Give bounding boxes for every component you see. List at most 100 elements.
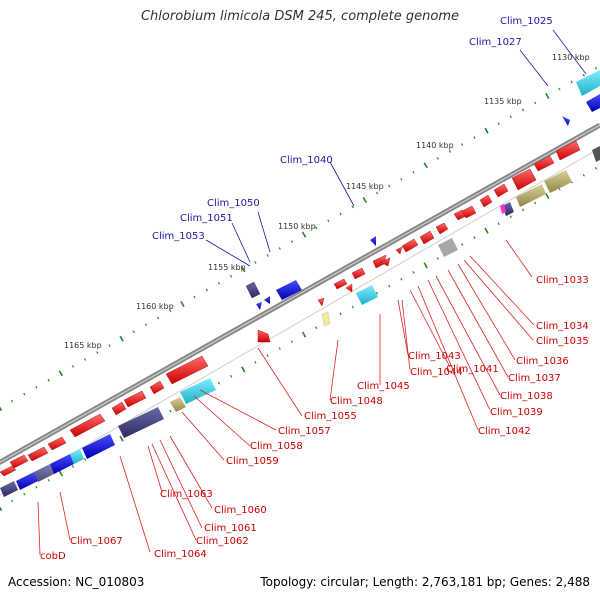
gene-label: Clim_1044 [410,367,463,378]
scale-tick [315,226,318,230]
scale-tick [58,370,63,377]
tick-label: 1145 kbp [346,182,384,191]
scale-tick [351,305,354,309]
gene-label: Clim_1067 [70,536,123,547]
scale-tick [47,478,50,482]
gene-label: Clim_1035 [536,336,589,347]
gene-label: Clim_1039 [490,407,543,418]
scale-tick [400,277,403,281]
scale-tick [484,127,489,134]
scale-tick [35,485,38,489]
scale-ring-dots [0,66,598,412]
genome-summary: Topology: circular; Length: 2,763,181 bp… [260,575,590,589]
reverse-leaders [37,239,535,556]
scale-tick [545,93,550,100]
scale-tick [534,101,537,105]
scale-tick [241,266,246,273]
scale-tick [229,374,233,378]
scale-tick [0,506,3,512]
scale-tick [169,409,172,413]
gene-label: Clim_1058 [250,441,303,452]
gene-label: Clim_1059 [226,456,279,467]
scale-tick [229,274,233,278]
gene-label: cobD [40,551,66,562]
scale-tick [461,143,464,146]
tick-labels: 1130 kbp 1135 kbp 1140 kbp 1145 kbp 1150… [64,53,590,350]
scale-tick [119,435,124,442]
scale-tick [339,212,342,216]
scale-tick [497,122,500,126]
forward-strand-features [245,70,600,310]
scale-tick [47,378,50,382]
scale-tick [484,227,489,234]
scale-tick [254,361,257,364]
gene-label: Clim_1055 [304,411,357,422]
scale-tick [436,157,439,160]
scale-tick [23,392,26,396]
tick-label: 1155 kbp [208,263,246,272]
scale-tick [278,347,281,350]
scale-tick [594,66,598,70]
scale-tick [582,173,585,177]
scale-tick [509,215,512,219]
scale-tick [388,184,391,188]
gene-label: Clim_1034 [536,321,589,332]
scale-tick [423,162,428,169]
scale-tick [217,381,221,385]
gene-label: Clim_1025 [500,16,553,27]
scale-tick [473,236,476,239]
scale-tick [290,240,294,243]
scale-tick [534,201,537,205]
scale-tick [241,366,246,373]
scale-tick [545,193,550,200]
scale-tick [84,358,87,361]
scale-tick [0,406,3,412]
gene-label: Clim_1037 [508,373,561,384]
scale-tick [84,458,87,461]
gene-label: Clim_1045 [357,381,410,392]
scale-tick [108,344,111,347]
scale-tick [594,166,598,170]
scale-tick [375,291,379,295]
tick-label: 1150 kbp [278,222,316,231]
forward-gene-labels: Clim_1025 Clim_1027 Clim_1040 Clim_1050 … [152,16,553,242]
gene-label: Clim_1048 [330,396,383,407]
scale-tick [169,309,172,313]
scale-tick [521,208,525,212]
scale-tick [11,499,14,503]
tick-label: 1130 kbp [552,53,590,62]
scale-tick [180,301,185,308]
scale-tick [570,80,573,84]
scale-tick [473,136,476,139]
scale-tick [301,231,307,238]
gene-label: Clim_1051 [180,213,233,224]
scale-tick [448,150,452,153]
map-title: Chlorobium limicola DSM 245, complete ge… [140,9,460,24]
tick-label: 1140 kbp [416,141,454,150]
scale-tick [388,284,391,288]
gene-label: Clim_1063 [160,489,213,500]
accession-text: Accession: NC_010803 [8,575,145,589]
tick-label: 1135 kbp [484,97,522,106]
cds-arrow-inner [257,283,353,343]
scale-tick [11,399,14,403]
scale-tick [23,492,26,496]
scale-tick [35,385,38,389]
reverse-gene-labels: Clim_1033 Clim_1034 Clim_1035 Clim_1036 … [40,275,589,562]
scale-tick [497,222,500,226]
scale-tick [423,262,428,269]
reverse-strand-features [0,140,600,497]
scale-tick [315,326,318,330]
gene-label: Clim_1064 [154,549,207,560]
gene-label: Clim_1036 [516,356,569,367]
gene-label: Clim_1033 [536,275,589,286]
scale-tick [327,219,330,223]
scale-tick [193,295,196,299]
gene-label: Clim_1061 [204,523,257,534]
scale-tick [521,108,525,112]
gene-label: Clim_1060 [214,505,267,516]
scale-tick [509,115,512,119]
scale-tick [157,316,160,320]
scale-tick [436,257,439,260]
scale-tick [301,331,307,338]
